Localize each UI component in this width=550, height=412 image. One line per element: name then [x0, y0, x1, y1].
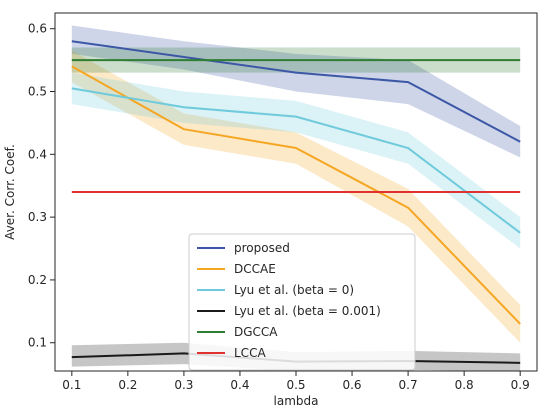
y-tick-label: 0.4 [28, 147, 47, 161]
band-series-1 [71, 50, 521, 343]
y-tick-label: 0.6 [28, 22, 47, 36]
line-series-1 [71, 65, 521, 325]
y-tick-label: 0.1 [28, 336, 47, 350]
band-series-2 [71, 72, 521, 249]
y-axis-label: Aver. Corr. Coef. [3, 144, 17, 240]
x-axis-label: lambda [274, 394, 319, 408]
line-series-0 [71, 40, 521, 143]
y-tick-label: 0.5 [28, 85, 47, 99]
legend-label: Lyu et al. (beta = 0) [234, 283, 354, 297]
legend-label: Lyu et al. (beta = 0.001) [234, 304, 381, 318]
x-tick-label: 0.1 [62, 378, 81, 392]
x-tick-label: 0.2 [118, 378, 137, 392]
legend-label: proposed [234, 241, 290, 255]
line-series-2 [71, 87, 521, 234]
band-series-0 [71, 25, 521, 158]
x-tick-label: 0.4 [230, 378, 249, 392]
y-tick-label: 0.3 [28, 210, 47, 224]
x-tick-label: 0.9 [511, 378, 530, 392]
x-tick-label: 0.6 [342, 378, 361, 392]
legend: proposed DCCAE Lyu et al. (beta = 0) Lyu et… [188, 233, 416, 371]
legend-label: DCCAE [234, 262, 276, 276]
y-axis-ticks: 0.1 0.2 0.3 0.4 0.5 0.6 [28, 22, 55, 350]
legend-box [188, 233, 416, 371]
legend-label: DGCCA [234, 325, 278, 339]
legend-label: LCCA [234, 346, 266, 360]
series-lines [71, 40, 521, 364]
y-tick-label: 0.2 [28, 273, 47, 287]
x-tick-label: 0.8 [455, 378, 474, 392]
x-axis-ticks: 0.1 0.2 0.3 0.4 0.5 0.6 0.7 0.8 0.9 [62, 371, 530, 392]
x-tick-label: 0.7 [399, 378, 418, 392]
x-tick-label: 0.3 [174, 378, 193, 392]
x-tick-label: 0.5 [286, 378, 305, 392]
